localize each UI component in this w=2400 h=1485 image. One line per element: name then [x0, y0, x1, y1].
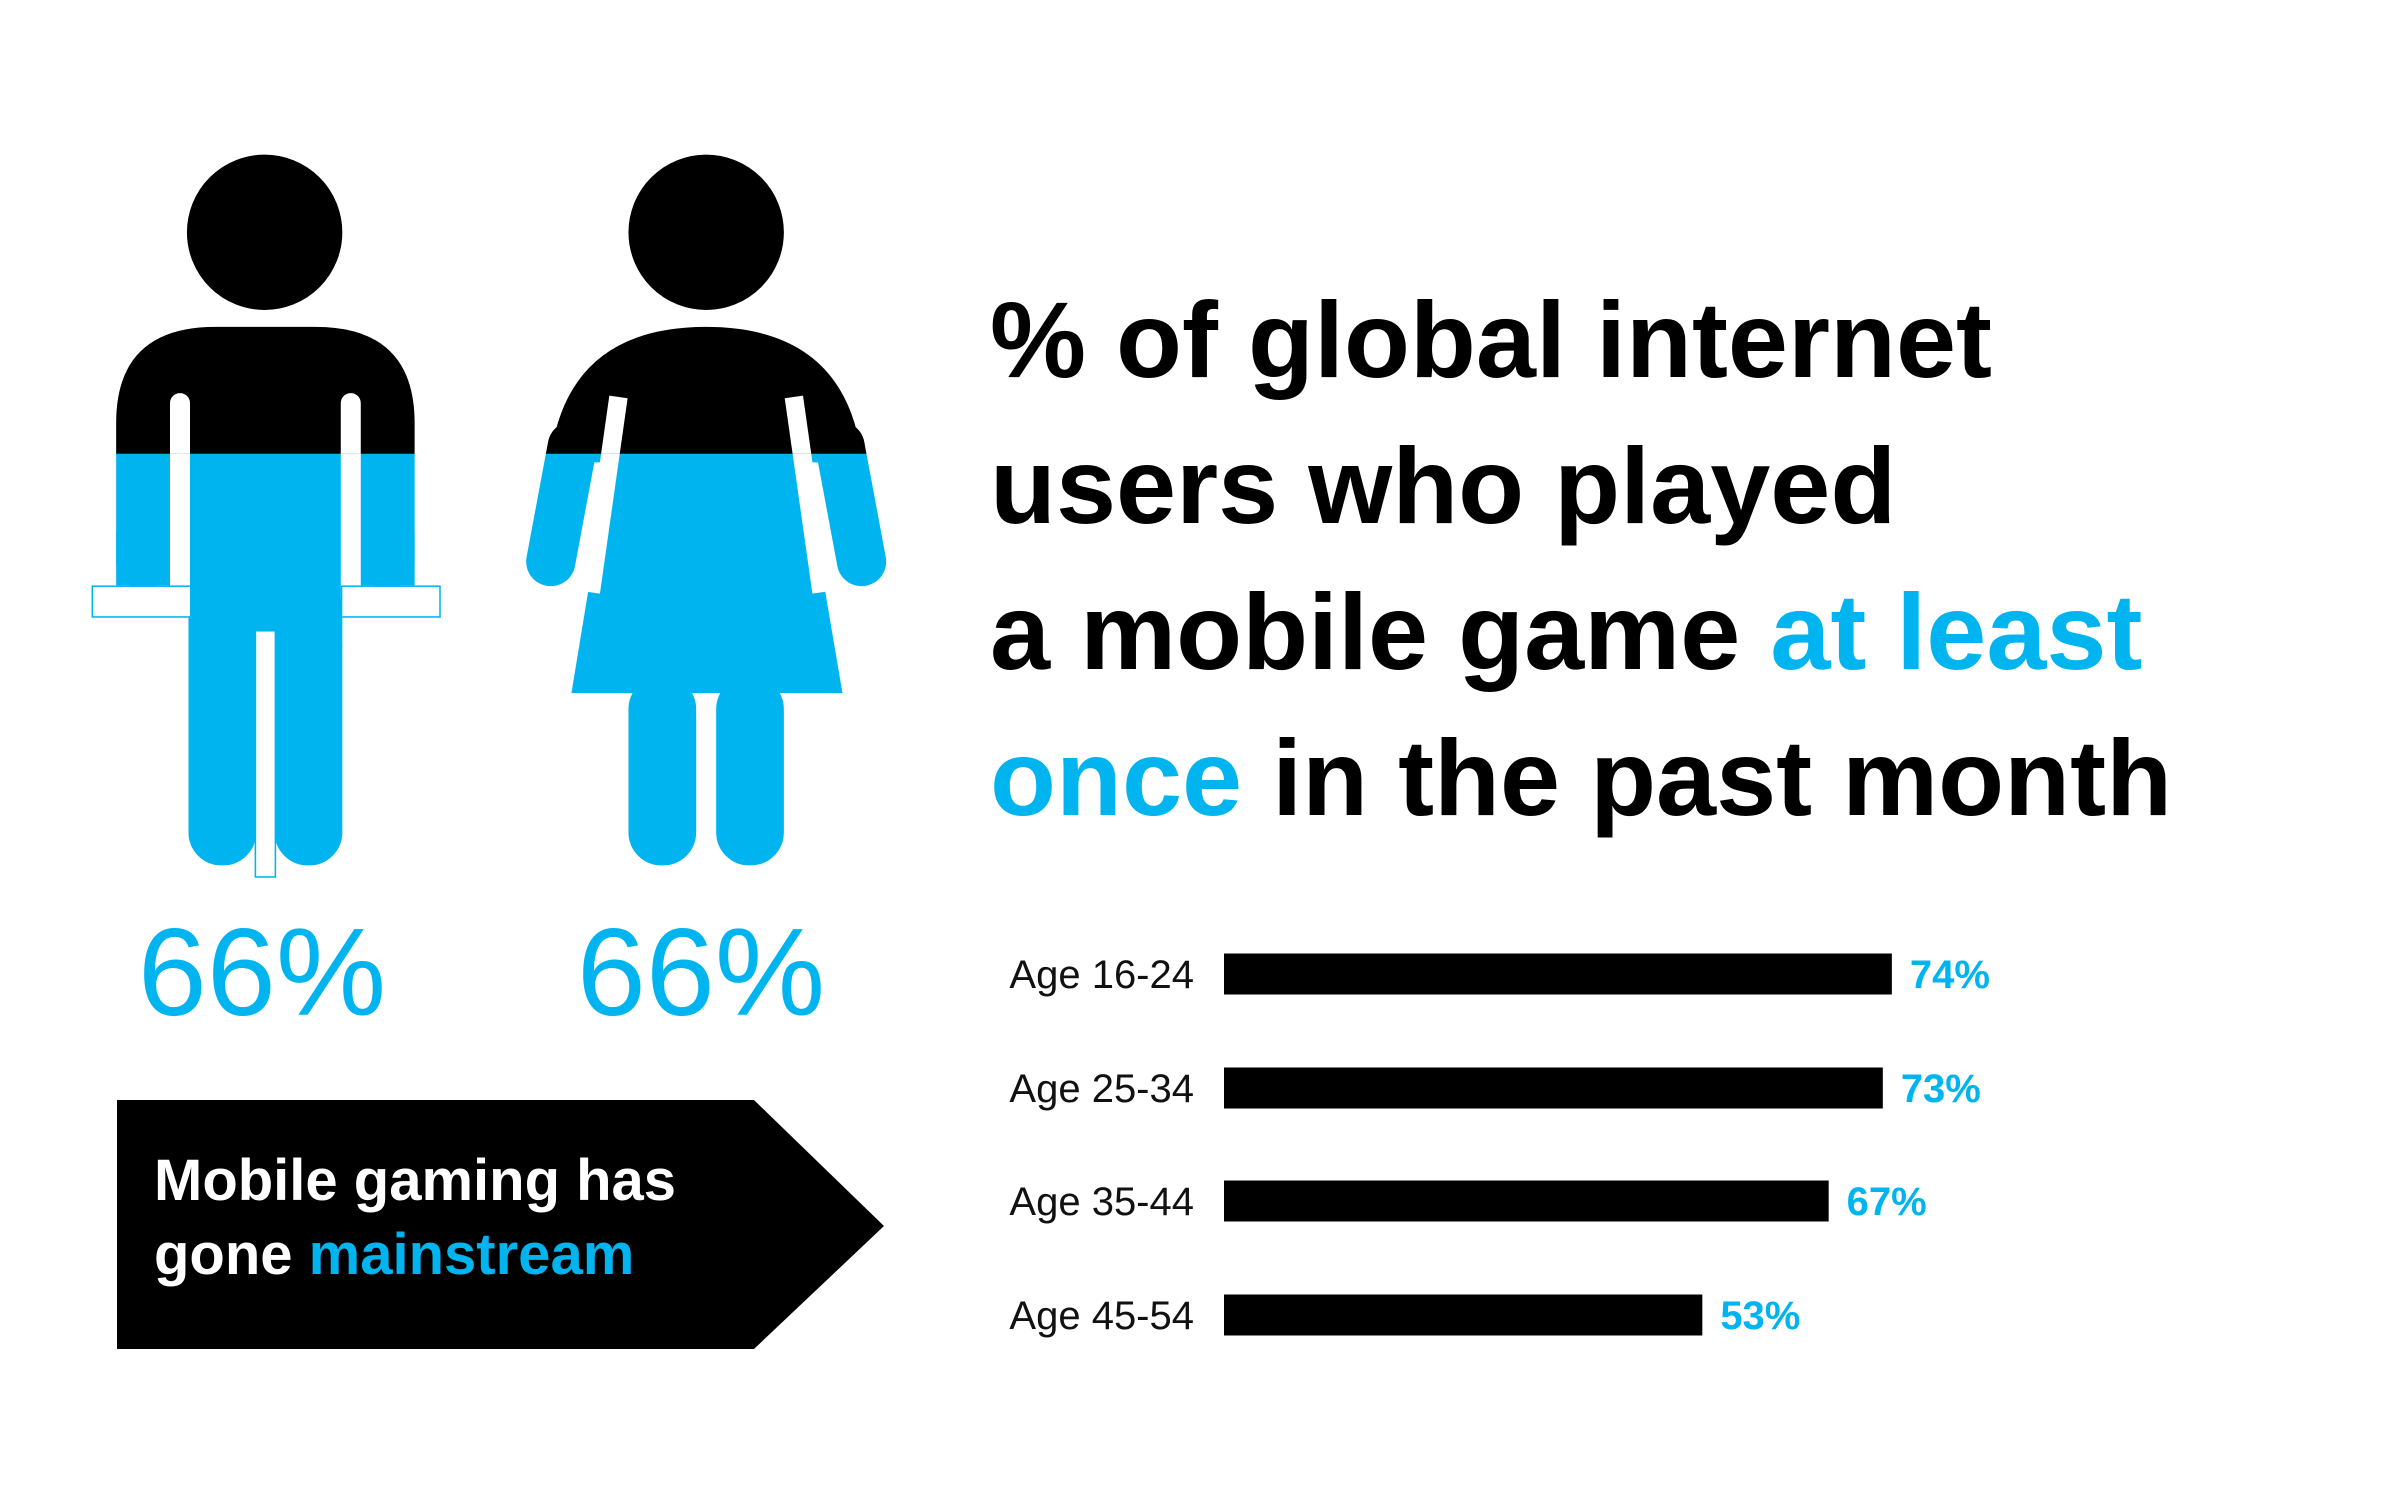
text-segment: % of global internet [990, 279, 1992, 400]
text-segment: at least [1770, 571, 2142, 692]
category-label: Age 25-34 [1009, 1067, 1194, 1111]
value-label: 74% [1910, 953, 1990, 997]
text-segment: mainstream [309, 1222, 635, 1287]
figure-label: 66% [577, 904, 825, 1042]
bar [1224, 1294, 1703, 1336]
text-line: gone mainstream [154, 1222, 634, 1287]
value-label: 73% [1901, 1067, 1981, 1111]
bar [1224, 953, 1892, 995]
text-line: once in the past month [990, 717, 2172, 838]
category-label: Age 45-54 [1009, 1294, 1194, 1338]
figure-label: 66% [138, 904, 386, 1042]
bar [1224, 1067, 1883, 1109]
value-label: 53% [1720, 1294, 1800, 1338]
text-segment: in the past month [1242, 717, 2172, 838]
text-line: a mobile game at least [990, 571, 2142, 692]
text-segment: gone [154, 1222, 309, 1287]
category-label: Age 35-44 [1009, 1180, 1194, 1224]
text-segment: users who played [990, 425, 1896, 546]
text-segment: Mobile gaming has [154, 1148, 676, 1213]
callout-arrow [117, 1100, 884, 1349]
text-segment: once [990, 717, 1242, 838]
value-label: 67% [1847, 1180, 1927, 1224]
text-segment: a mobile game [990, 571, 1770, 692]
text-line: Mobile gaming has [154, 1148, 676, 1213]
text-line: % of global internet [990, 279, 1992, 400]
text-line: users who played [990, 425, 1896, 546]
category-label: Age 16-24 [1009, 953, 1194, 997]
figures [91, 155, 861, 877]
bar [1224, 1180, 1829, 1222]
